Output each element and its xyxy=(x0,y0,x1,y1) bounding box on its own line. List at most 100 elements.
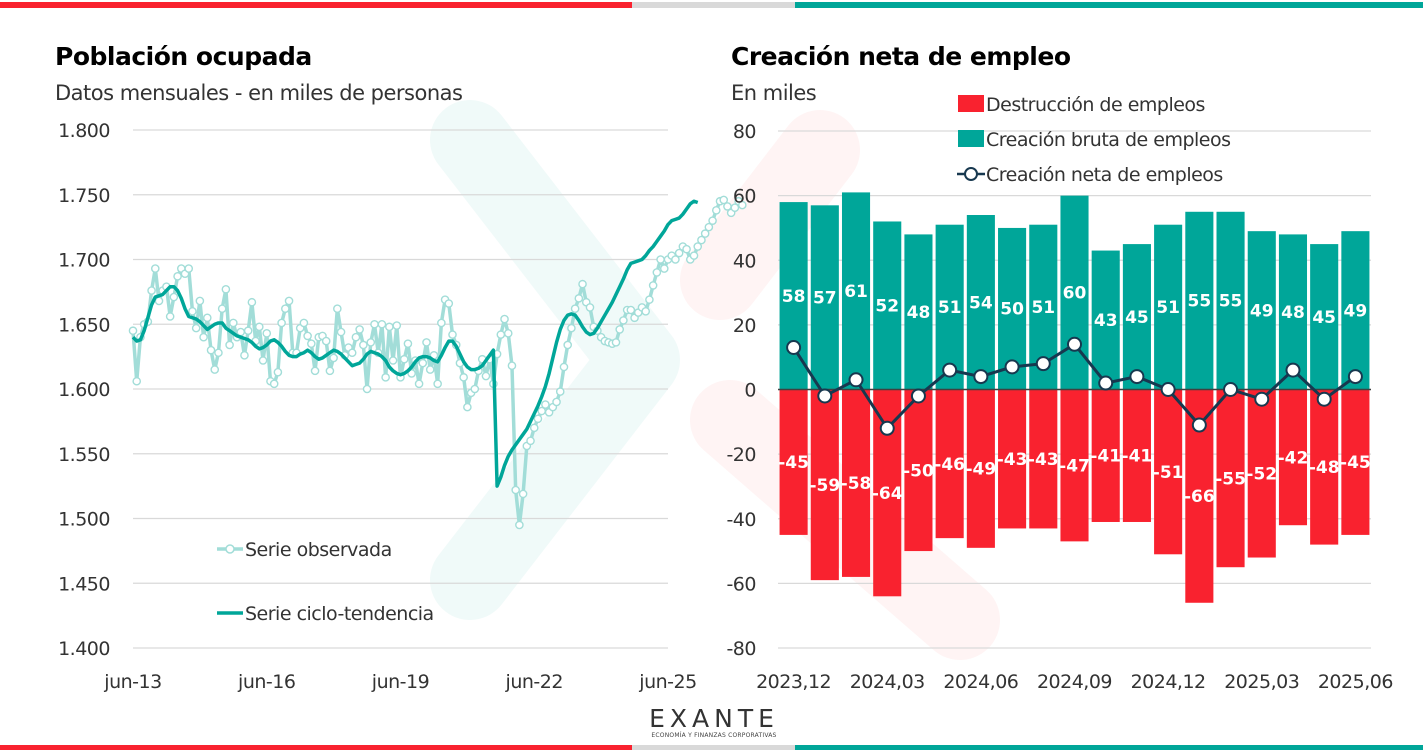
bottom-brand-bar-grey xyxy=(632,745,795,750)
destruction-bar xyxy=(779,389,808,535)
observed-point xyxy=(210,365,220,374)
net-creation-point xyxy=(1160,382,1176,397)
top-brand-bar-teal xyxy=(795,2,1423,8)
x-tick-label: 2024,09 xyxy=(1037,671,1112,693)
observed-point xyxy=(700,229,710,238)
gross-creation-bar xyxy=(1216,211,1245,390)
observed-point xyxy=(366,338,376,347)
observed-point xyxy=(652,268,662,277)
net-creation-point xyxy=(1191,417,1207,433)
gross-creation-data-label: 49 xyxy=(1344,301,1368,321)
destruction-data-label: -52 xyxy=(1246,465,1277,485)
observed-point xyxy=(240,351,249,360)
gross-creation-bar xyxy=(1122,244,1151,390)
legend-item-gross-creation: Creación bruta de empleos xyxy=(958,129,1231,151)
left-chart-subtitle: Datos mensuales - en miles de personas xyxy=(55,81,463,105)
y-tick-label: 60 xyxy=(733,186,756,208)
bottom-brand-bar-red xyxy=(0,745,632,750)
destruction-data-label: -45 xyxy=(778,453,809,473)
destruction-bar xyxy=(841,389,871,577)
bottom-brand-bar-teal xyxy=(795,745,1423,750)
observed-point xyxy=(674,248,684,258)
x-tick-label: 2024,03 xyxy=(850,671,925,693)
destruction-data-label: -66 xyxy=(1184,487,1215,507)
gross-creation-bar xyxy=(904,234,933,390)
observed-point xyxy=(541,400,550,409)
gross-creation-data-label: 51 xyxy=(1031,298,1055,318)
net-creation-point xyxy=(879,420,895,436)
observed-point xyxy=(217,304,227,314)
observed-point xyxy=(414,379,424,389)
observed-point xyxy=(169,292,179,302)
gross-creation-bar xyxy=(1154,224,1183,390)
y-tick-label: 80 xyxy=(733,121,756,143)
y-tick-label: 1.650 xyxy=(58,314,110,336)
gross-creation-data-label: 60 xyxy=(1063,284,1087,304)
observed-point xyxy=(641,306,651,316)
y-tick-label: 1.600 xyxy=(58,379,110,401)
destruction-bar xyxy=(1278,389,1308,526)
observed-point xyxy=(392,321,402,330)
observed-point xyxy=(552,397,561,407)
observed-point xyxy=(273,367,283,377)
y-tick-label: -60 xyxy=(726,573,756,595)
net-creation-point xyxy=(1254,391,1270,407)
x-tick-label: jun-25 xyxy=(638,671,696,693)
observed-point xyxy=(303,331,312,341)
gross-creation-data-label: 52 xyxy=(875,296,899,316)
destruction-data-label: -41 xyxy=(1122,447,1153,467)
gross-creation-data-label: 58 xyxy=(782,287,806,307)
observed-point xyxy=(255,322,264,332)
destruction-bar xyxy=(966,389,995,548)
gross-creation-bar xyxy=(935,224,964,390)
observed-point xyxy=(269,379,279,389)
observed-point xyxy=(150,264,160,273)
observed-point xyxy=(555,387,565,396)
observed-point xyxy=(518,489,528,499)
observed-point xyxy=(229,318,238,328)
destruction-bar xyxy=(810,389,839,581)
y-tick-label: 1.400 xyxy=(58,638,110,660)
observed-point xyxy=(529,423,539,433)
observed-point xyxy=(693,242,703,251)
legend-label-net-creation: Creación neta de empleos xyxy=(986,164,1223,186)
observed-point xyxy=(377,319,387,329)
observed-point xyxy=(615,325,625,334)
observed-point xyxy=(578,279,587,289)
left-legend: Serie observada Serie ciclo-tendencia xyxy=(217,539,434,625)
observed-point xyxy=(403,339,413,348)
observed-point xyxy=(191,323,201,333)
destruction-bar xyxy=(1091,389,1120,522)
y-tick-label: 20 xyxy=(733,315,756,337)
observed-point xyxy=(719,195,729,205)
net-creation-point xyxy=(1223,382,1239,397)
destruction-data-label: -45 xyxy=(1340,453,1371,473)
observed-point xyxy=(425,365,435,374)
net-creation-point xyxy=(817,388,833,404)
observed-point xyxy=(503,329,513,338)
observed-point xyxy=(310,366,320,376)
gross-creation-bar xyxy=(1185,211,1214,390)
gross-creation-bar xyxy=(1091,250,1120,390)
destruction-data-label: -46 xyxy=(934,455,965,475)
observed-point xyxy=(359,340,368,350)
gross-creation-data-label: 57 xyxy=(813,288,837,308)
gross-creation-data-label: 51 xyxy=(1156,298,1180,318)
observed-point xyxy=(347,348,357,358)
net-creation-point xyxy=(1035,356,1051,372)
net-creation-point xyxy=(1285,362,1301,378)
gross-creation-bar xyxy=(1247,231,1276,390)
top-brand-bar-grey xyxy=(632,2,795,8)
destruction-bar xyxy=(935,389,964,539)
observed-point xyxy=(574,294,584,303)
x-tick-label: 2023,12 xyxy=(756,671,831,693)
observed-point xyxy=(165,312,175,321)
observed-point xyxy=(184,264,194,273)
logo-tagline: ECONOMÍA Y FINANZAS CORPORATIVAS xyxy=(651,732,777,739)
observed-point xyxy=(262,329,272,338)
destruction-bar xyxy=(1122,389,1151,522)
observed-point xyxy=(448,330,457,339)
net-creation-point xyxy=(1067,336,1082,352)
destruction-bar xyxy=(1060,389,1089,542)
